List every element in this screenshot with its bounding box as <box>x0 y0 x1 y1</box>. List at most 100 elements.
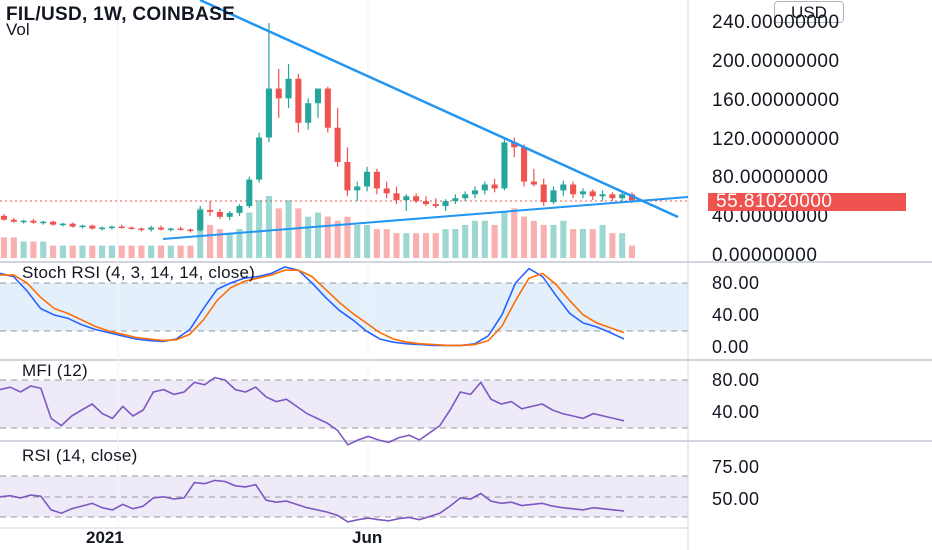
volume-bar <box>570 229 577 258</box>
volume-bar <box>148 245 155 258</box>
mfi-tick: 80.00 <box>712 370 760 390</box>
candle-body <box>148 227 155 230</box>
candle-body <box>462 194 469 199</box>
candle-body <box>570 184 577 195</box>
volume-bar <box>167 245 174 258</box>
rsi-tick: 50.00 <box>712 489 760 509</box>
candle-body <box>216 211 223 217</box>
volume-bar <box>226 233 233 258</box>
mfi-line <box>0 376 625 446</box>
volume-bar <box>0 237 8 258</box>
mfi-line <box>0 376 625 446</box>
time-label-2021: 2021 <box>86 528 124 547</box>
price-tick: 200.00000000 <box>712 51 840 72</box>
candle-body <box>99 227 106 230</box>
candle-body <box>157 227 165 230</box>
volume-bar <box>599 224 606 258</box>
candle-body <box>89 225 96 229</box>
mfi-tick: 40.00 <box>712 402 760 422</box>
candle-body <box>324 88 331 128</box>
candle-body <box>609 194 616 199</box>
volume-bar <box>550 224 557 258</box>
stoch-tick: 0.00 <box>712 337 750 357</box>
volume-bar <box>89 245 96 258</box>
volume-bar <box>540 224 547 258</box>
volume-bar <box>118 245 125 258</box>
currency-button[interactable]: USD <box>774 1 844 23</box>
stoch-tick: 40.00 <box>712 305 760 325</box>
volume-bar <box>128 245 135 258</box>
volume-bar <box>511 208 518 258</box>
volume-bar <box>393 233 400 258</box>
rsi-line <box>0 479 625 523</box>
stoch-rsi-label[interactable]: Stoch RSI (4, 3, 14, 14, close) <box>22 263 255 282</box>
candle-body <box>285 78 292 99</box>
volume-bar <box>383 229 390 258</box>
volume-bar <box>50 245 57 258</box>
candle-body <box>373 171 380 189</box>
stoch-d-line <box>0 269 625 347</box>
volume-bar <box>40 241 47 258</box>
mfi-label[interactable]: MFI (12) <box>22 361 88 380</box>
candle-body <box>207 209 214 212</box>
volume-bar <box>265 196 272 258</box>
candle-body <box>167 228 174 231</box>
candle-body <box>314 88 322 104</box>
candle-body <box>442 201 449 207</box>
candle-body <box>511 142 518 148</box>
candle-body <box>40 221 47 224</box>
candle-body <box>599 194 606 197</box>
candle-body <box>256 137 263 180</box>
candle-body <box>364 171 371 187</box>
rsi-tick: 75.00 <box>712 457 760 477</box>
last-price-badge: 55.81020000 <box>708 192 906 211</box>
rsi-label[interactable]: RSI (14, close) <box>22 446 138 465</box>
rsi-line <box>0 479 625 523</box>
volume-bar <box>521 216 528 258</box>
volume-bar <box>609 233 616 258</box>
volume-bar <box>491 224 498 258</box>
candle-body <box>452 198 459 202</box>
candle-body <box>491 184 498 189</box>
volume-bar <box>442 229 449 258</box>
candle-body <box>579 191 586 195</box>
volume-bar <box>462 224 469 258</box>
volume-bar <box>197 208 204 258</box>
candlesticks <box>0 22 636 233</box>
candle-body <box>79 225 86 228</box>
volume-bar <box>295 208 302 258</box>
candle-body <box>10 219 17 222</box>
candle-body <box>550 190 557 203</box>
descending-trendline <box>199 0 679 219</box>
symbol-title[interactable]: FIL/USD, 1W, COINBASE <box>6 4 236 25</box>
volume-bar <box>256 200 263 258</box>
volume-bar <box>628 245 636 258</box>
volume-bar <box>157 245 165 258</box>
candle-body <box>138 228 145 231</box>
volume-bar <box>207 224 214 258</box>
candle-body <box>197 209 204 231</box>
price-tick: 40.00000000 <box>712 206 829 227</box>
volume-bar <box>275 208 282 258</box>
volume-bar <box>589 229 596 258</box>
stoch-rsi-lines <box>0 266 625 347</box>
candle-body <box>393 193 400 201</box>
volume-bar <box>69 245 76 258</box>
volume-bar <box>236 229 243 258</box>
candle-body <box>501 142 508 189</box>
volume-bar <box>452 229 459 258</box>
candle-body <box>344 161 351 191</box>
volume-bar <box>481 220 488 258</box>
volume-label[interactable]: Vol <box>6 20 30 39</box>
candle-body <box>108 226 115 229</box>
candle-body <box>187 229 194 232</box>
volume-bar <box>413 233 420 258</box>
volume-bar <box>138 245 145 258</box>
mfi-band <box>0 380 688 428</box>
price-tick: 160.00000000 <box>712 90 840 111</box>
volume-bar <box>471 220 479 258</box>
candle-body <box>619 194 626 199</box>
candle-body <box>265 88 272 138</box>
volume-bar <box>187 245 194 258</box>
